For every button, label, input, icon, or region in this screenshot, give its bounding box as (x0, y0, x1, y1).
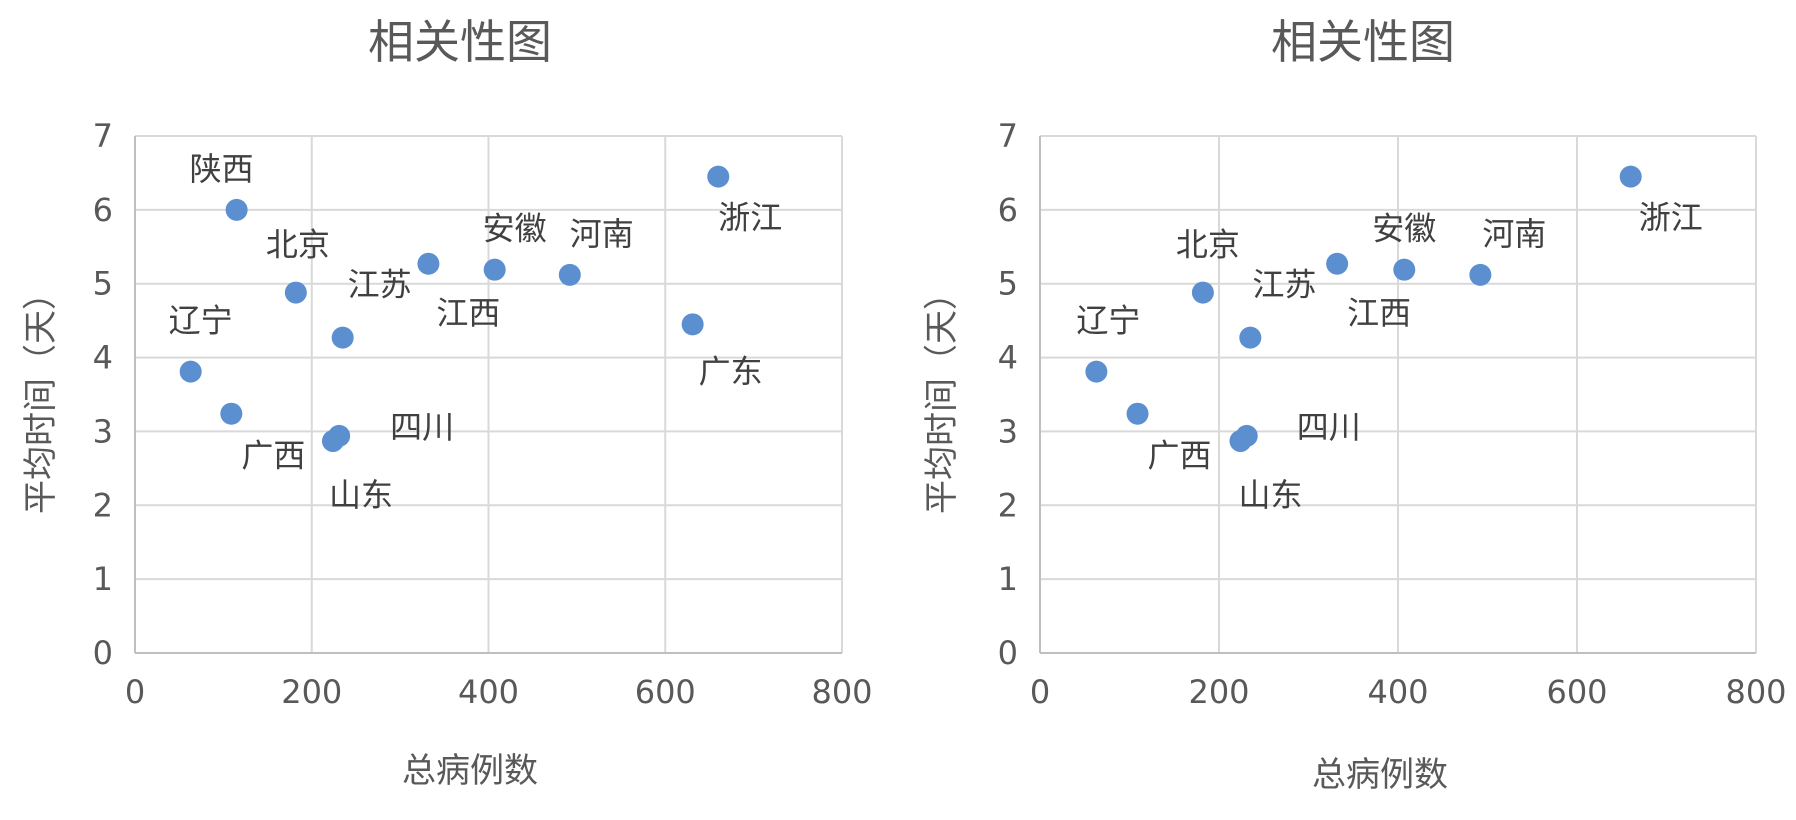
data-point (1469, 263, 1492, 286)
data-point (558, 263, 581, 286)
x-tick-label: 400 (1367, 673, 1428, 711)
y-tick-label: 7 (93, 117, 113, 155)
data-label: 广东 (699, 352, 763, 390)
x-axis-label: 总病例数 (1312, 755, 1448, 795)
data-point (1239, 326, 1262, 349)
x-tick-label: 200 (281, 673, 342, 711)
y-tick-label: 3 (93, 412, 113, 450)
x-tick-label: 0 (125, 673, 145, 711)
data-point (220, 402, 243, 425)
x-tick-label: 200 (1188, 673, 1249, 711)
y-tick-label: 4 (998, 339, 1018, 377)
data-label: 江苏 (348, 266, 412, 304)
data-label: 河南 (570, 215, 634, 253)
y-tick-label: 2 (93, 486, 113, 524)
data-label: 广西 (241, 437, 305, 475)
data-point (1191, 281, 1214, 304)
data-point (707, 165, 730, 188)
data-point (1619, 165, 1642, 188)
data-label: 江苏 (1252, 266, 1316, 304)
y-tick-label: 6 (93, 191, 113, 229)
gridlines (134, 135, 843, 654)
y-tick-label: 1 (93, 560, 113, 598)
data-point (331, 326, 354, 349)
data-label: 广西 (1148, 437, 1212, 475)
data-point (483, 258, 506, 281)
data-point (1393, 258, 1416, 281)
tick-labels: 0 1 2 3 4 5 6 7 0 200 400 600 800 (998, 117, 1787, 711)
data-label: 浙江 (718, 199, 782, 237)
tick-labels: 0 1 2 3 4 5 6 7 0 200 400 600 800 (93, 117, 873, 711)
data-label: 安徽 (1372, 210, 1436, 248)
chart-title: 相关性图 (368, 15, 552, 69)
y-tick-label: 7 (998, 117, 1018, 155)
x-axis-label: 总病例数 (402, 751, 538, 791)
y-tick-label: 0 (998, 634, 1018, 672)
data-label: 四川 (1297, 408, 1361, 446)
data-label: 浙江 (1639, 199, 1703, 237)
data-point (1326, 252, 1349, 275)
data-label: 山东 (1238, 476, 1302, 514)
data-label: 河南 (1482, 215, 1546, 253)
y-tick-label: 1 (998, 560, 1018, 598)
data-label: 北京 (266, 226, 330, 264)
x-tick-label: 400 (458, 673, 519, 711)
data-label: 江西 (1347, 294, 1411, 332)
data-point (284, 281, 307, 304)
data-label: 四川 (390, 408, 454, 446)
data-label: 北京 (1176, 226, 1240, 264)
y-tick-label: 2 (998, 486, 1018, 524)
y-tick-label: 5 (93, 265, 113, 303)
y-tick-label: 4 (93, 339, 113, 377)
data-point (321, 430, 344, 453)
x-tick-label: 800 (1725, 673, 1786, 711)
y-tick-label: 0 (93, 634, 113, 672)
data-label: 辽宁 (1076, 302, 1140, 340)
data-point (1126, 402, 1149, 425)
data-label: 陕西 (190, 150, 254, 188)
data-label: 江西 (436, 294, 500, 332)
x-tick-label: 800 (811, 673, 872, 711)
gridlines (1039, 135, 1757, 654)
data-point (681, 313, 704, 336)
x-tick-label: 0 (1030, 673, 1050, 711)
data-label: 山东 (329, 476, 393, 514)
data-label: 辽宁 (169, 302, 233, 340)
data-point (1085, 360, 1108, 383)
data-point (225, 198, 248, 221)
y-axis-label: 平均时间（天） (922, 276, 962, 514)
y-axis-label: 平均时间（天） (21, 276, 61, 514)
data-label: 安徽 (483, 210, 547, 248)
data-point (417, 252, 440, 275)
chart-title: 相关性图 (1271, 15, 1455, 69)
data-point (1229, 430, 1252, 453)
y-tick-label: 6 (998, 191, 1018, 229)
y-tick-label: 5 (998, 265, 1018, 303)
y-tick-label: 3 (998, 412, 1018, 450)
x-tick-label: 600 (635, 673, 696, 711)
data-point (179, 360, 202, 383)
x-tick-label: 600 (1546, 673, 1607, 711)
